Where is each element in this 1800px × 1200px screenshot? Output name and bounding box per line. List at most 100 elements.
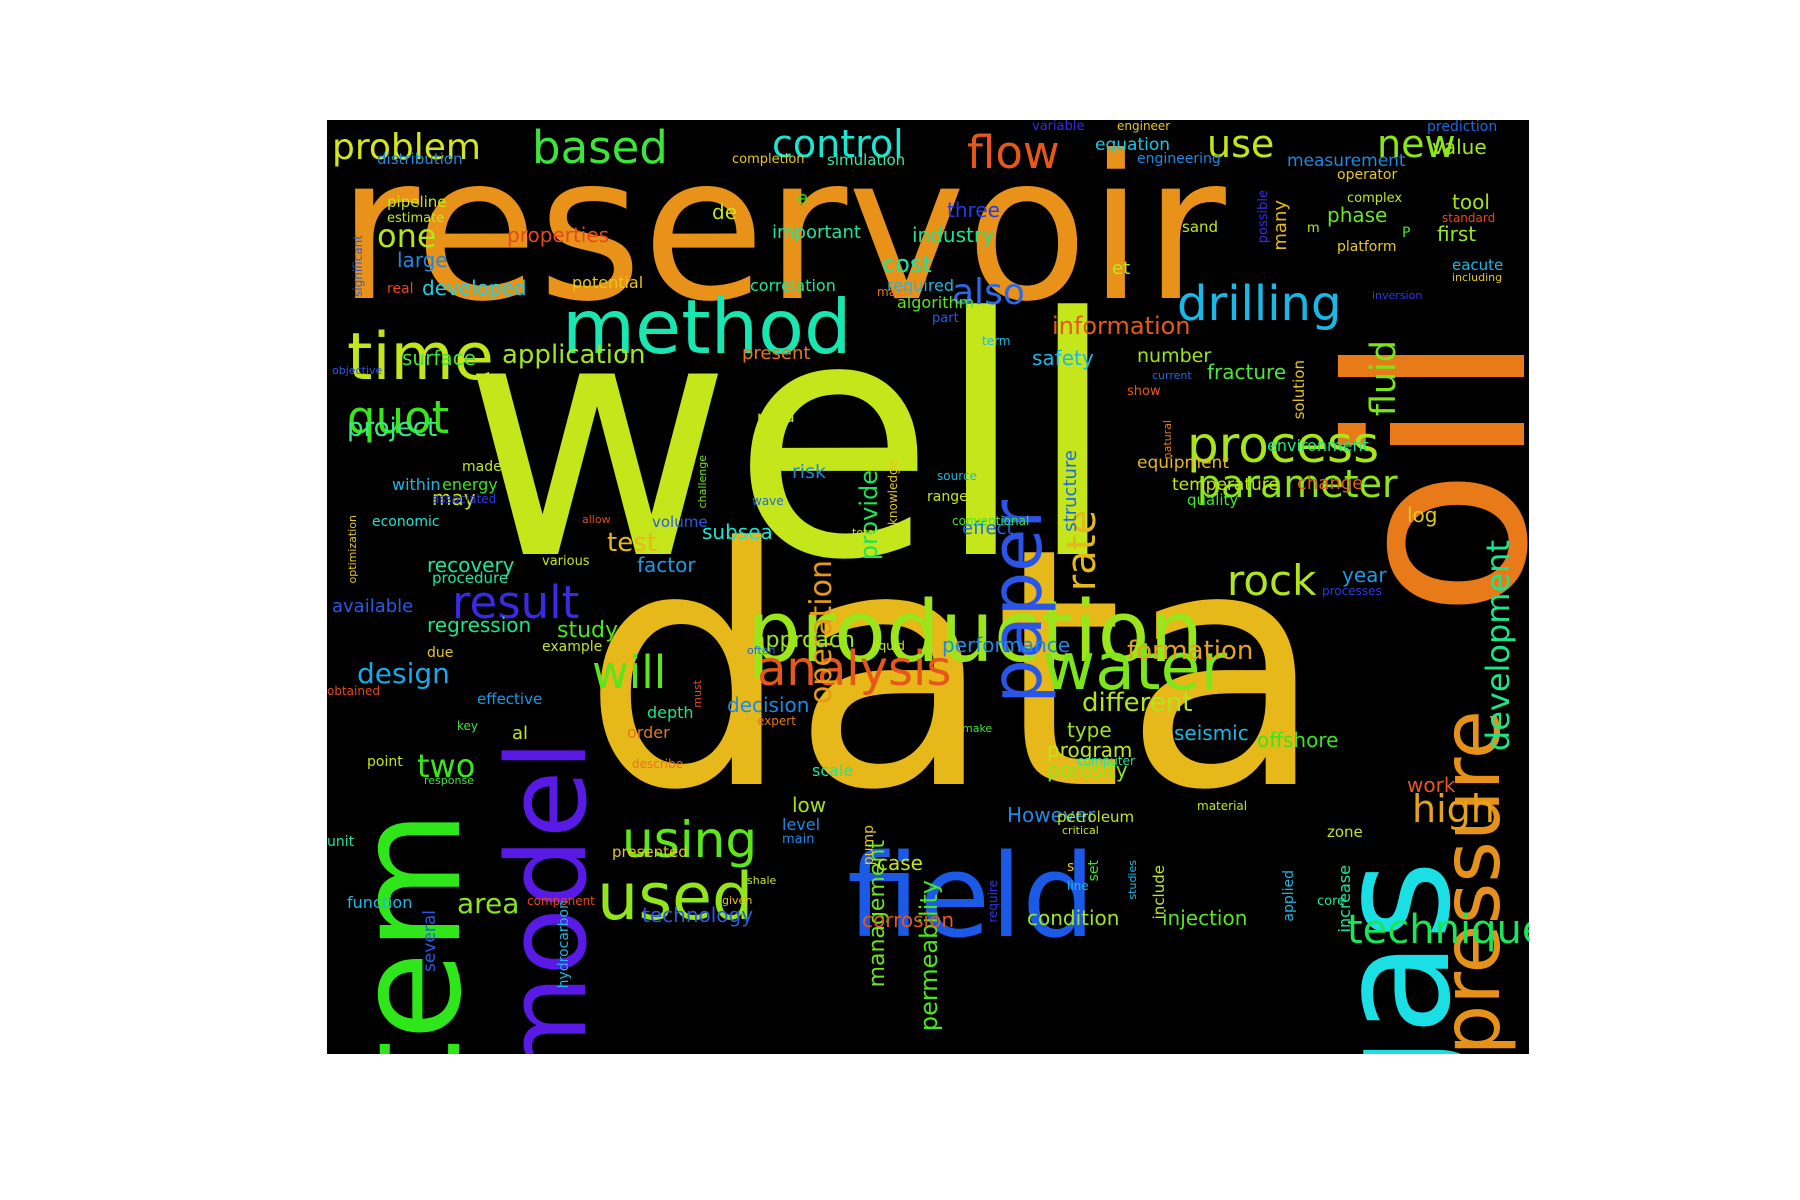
word-show: show — [1127, 384, 1161, 399]
word-pump: pump — [861, 825, 877, 866]
word-present: present — [742, 343, 811, 364]
word-require: require — [986, 880, 1000, 923]
word-large: large — [397, 248, 448, 272]
word-variable: variable — [1032, 120, 1085, 134]
word-field: field — [847, 830, 1096, 964]
word-eacute: eacute — [1452, 256, 1504, 274]
word-process: process — [1187, 416, 1380, 474]
word-algorithm: algorithm — [897, 293, 975, 312]
word-properties: properties — [507, 223, 610, 247]
word-three: three — [947, 198, 1000, 222]
word-fluid: fluid — [1364, 340, 1404, 417]
word-significant: significant — [351, 235, 365, 297]
word-economic: economic — [372, 514, 440, 530]
word-component: component — [527, 894, 595, 908]
word-engineer: engineer — [1117, 120, 1171, 133]
word-structure: structure — [1060, 450, 1081, 532]
word-objective: objective — [332, 364, 383, 377]
word-possible: possible — [1256, 190, 1271, 244]
word-method: method — [562, 283, 852, 371]
word-new: new — [1377, 122, 1456, 166]
word-result: result — [452, 576, 580, 629]
word-will: will — [592, 646, 667, 699]
word-include: include — [1150, 865, 1168, 920]
word-real: real — [387, 281, 414, 297]
word-recovery: recovery — [427, 553, 515, 577]
word-challenge: challenge — [696, 455, 709, 509]
word-energy: energy — [442, 475, 498, 494]
word-range: range — [927, 489, 968, 505]
word-decision: decision — [727, 693, 810, 717]
word-regression: regression — [427, 613, 532, 637]
word-subsea: subsea — [702, 520, 773, 544]
word-safety: safety — [1032, 346, 1094, 370]
word-log: log — [1407, 503, 1438, 527]
word-rock: rock — [1227, 556, 1317, 605]
word-design: design — [357, 657, 450, 690]
word-type: type — [1067, 718, 1112, 742]
word-estimate: estimate — [387, 211, 445, 226]
word-liquid: liquid — [872, 639, 905, 653]
word-production: production — [747, 583, 1204, 682]
word-knowledge: knowledge — [886, 460, 900, 526]
word-expert: expert — [757, 714, 796, 728]
word-conventional: conventional — [952, 514, 1030, 528]
word-depth: depth — [647, 703, 694, 722]
word-operator: operator — [1337, 167, 1398, 183]
word-studies: studies — [1126, 860, 1139, 900]
word-natural: natural — [1161, 420, 1174, 460]
word-procedure: procedure — [432, 569, 509, 587]
word-work: work — [1407, 773, 1456, 797]
word-various: various — [542, 554, 590, 569]
word-including: including — [1452, 271, 1503, 284]
word-complex: complex — [1347, 191, 1403, 206]
word-potential: potential — [572, 273, 644, 292]
word-s: s — [1067, 859, 1075, 875]
word-unit: unit — [327, 834, 355, 850]
word-associated: associated — [432, 492, 497, 506]
word-offshore: offshore — [1257, 728, 1339, 752]
word-make: make — [962, 722, 993, 735]
word-program: program — [1047, 738, 1133, 762]
word-effective: effective — [477, 690, 543, 708]
word-often: often — [747, 644, 776, 657]
word-level: level — [782, 815, 821, 834]
word-core: core — [1317, 894, 1346, 909]
word-application: application — [502, 340, 646, 370]
word-drilling: drilling — [1177, 276, 1342, 332]
word-within: within — [392, 475, 441, 494]
word-function: function — [347, 893, 413, 912]
word-cloud: reservoirwelldataoilsystemmodelgasfieldp… — [327, 120, 1529, 1054]
word-material: material — [1197, 799, 1248, 813]
word-e: e — [797, 188, 809, 209]
word-one: one — [377, 217, 437, 255]
word-available: available — [332, 596, 414, 617]
word-water: water — [1042, 630, 1228, 705]
word-computer: computer — [1077, 754, 1135, 768]
word-main: main — [782, 832, 815, 847]
word-several: several — [420, 910, 440, 972]
word-different: different — [1082, 688, 1193, 718]
word-shale: shale — [747, 874, 777, 887]
word-time: time — [347, 320, 494, 395]
word-technique: technique — [1347, 907, 1529, 953]
word-two: two — [417, 747, 476, 785]
word-risk: risk — [792, 461, 826, 483]
word-pipeline: pipeline — [387, 193, 447, 211]
word-al: al — [512, 723, 529, 744]
word-seismic: seismic — [1174, 721, 1249, 745]
word-reservoir: reservoir — [337, 120, 1226, 346]
word-use: use — [1207, 122, 1275, 166]
word-approach: approach — [752, 628, 855, 653]
word-factor: factor — [637, 553, 696, 577]
word-flow: flow — [967, 126, 1060, 179]
word-completion: completion — [732, 152, 805, 167]
word-temperature: temperature — [1172, 475, 1279, 495]
word-inversion: inversion — [1372, 289, 1423, 302]
word-porosity: porosity — [1047, 758, 1128, 782]
word-volume: volume — [652, 513, 708, 531]
word-permeability: permeability — [915, 880, 943, 1032]
word-need: need — [757, 408, 795, 426]
word-prediction: prediction — [1427, 120, 1498, 135]
word-well: well — [462, 248, 1119, 632]
